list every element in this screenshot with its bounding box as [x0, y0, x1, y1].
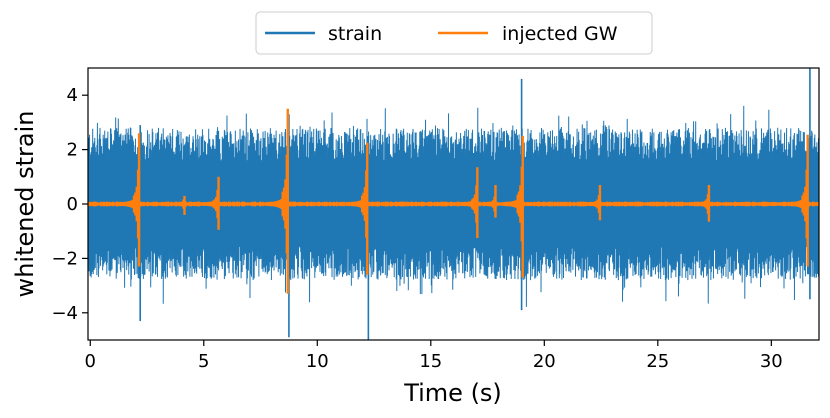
x-axis: 0 5 10 15 20 25 30: [85, 340, 783, 372]
plot-area: [88, 68, 819, 340]
injected-gw-series: [88, 108, 819, 294]
x-tick-label: 0: [85, 351, 96, 372]
x-tick-label: 30: [760, 351, 783, 372]
legend: strain injected GW: [255, 11, 653, 55]
x-tick-label: 5: [198, 351, 209, 372]
x-tick-label: 20: [533, 351, 556, 372]
y-axis: −4 −2 0 2 4: [51, 85, 88, 324]
legend-label-strain: strain: [328, 23, 382, 45]
injected-gw-line: [88, 192, 819, 216]
y-tick-label: 2: [67, 140, 78, 161]
x-tick-label: 15: [419, 351, 442, 372]
y-tick-label: −2: [51, 248, 78, 269]
y-tick-label: 4: [67, 85, 78, 106]
y-axis-label: whitened strain: [11, 111, 39, 298]
x-tick-label: 25: [646, 351, 669, 372]
y-tick-label: −4: [51, 303, 78, 324]
y-tick-label: 0: [67, 194, 78, 215]
x-axis-label: Time (s): [403, 379, 502, 407]
x-tick-label: 10: [306, 351, 329, 372]
legend-label-injected-gw: injected GW: [502, 23, 618, 45]
